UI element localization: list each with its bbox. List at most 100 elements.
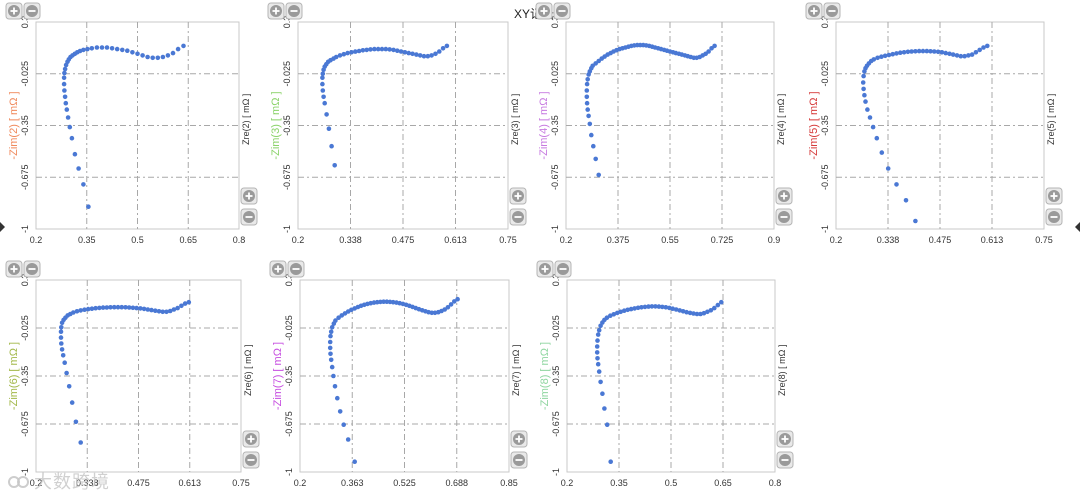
x-tick-label: 0.2: [292, 235, 305, 245]
y-tick-label: -0.35: [820, 115, 830, 136]
data-point: [167, 308, 173, 314]
x-tick-label: 0.75: [232, 478, 250, 488]
x-tick-label: 0.2: [294, 478, 307, 488]
data-point: [932, 49, 937, 54]
zoom-in-icon-chart-4[interactable]: [775, 187, 793, 205]
data-point: [99, 45, 105, 50]
zoom-in-icon-chart-7[interactable]: [269, 260, 287, 278]
zoom-in-icon-chart-5[interactable]: [805, 2, 823, 20]
data-point: [395, 48, 400, 53]
data-point: [677, 308, 682, 313]
data-point: [65, 115, 71, 120]
zoom-in-icon-chart-7[interactable]: [510, 430, 528, 448]
data-point: [684, 309, 689, 315]
zoom-in-icon-chart-6[interactable]: [5, 260, 23, 278]
data-point: [368, 47, 373, 52]
data-point: [885, 166, 891, 171]
y-axis-label: -Zim(6) [ mΩ ]: [8, 342, 20, 410]
data-point: [123, 305, 128, 310]
data-point: [635, 305, 641, 311]
zoom-out-icon-chart-6[interactable]: [23, 260, 41, 278]
data-point: [950, 52, 956, 57]
data-point: [328, 329, 334, 335]
x-tick-label: 0.5: [665, 478, 678, 488]
data-point: [870, 124, 876, 130]
data-point: [452, 299, 457, 304]
zoom-out-icon-chart-7[interactable]: [287, 260, 305, 278]
zoom-in-icon-chart-8[interactable]: [536, 260, 554, 278]
data-point: [585, 107, 590, 112]
left-edge-arrow-icon[interactable]: [0, 222, 5, 232]
zoom-in-icon-chart-2[interactable]: [5, 2, 23, 20]
zoom-out-icon-chart-7[interactable]: [510, 451, 528, 469]
y-tick-label: 0.3: [284, 274, 294, 287]
data-point: [705, 309, 710, 315]
zoom-out-icon-chart-5[interactable]: [823, 2, 841, 20]
data-point: [406, 50, 412, 56]
data-point: [691, 311, 696, 316]
right-edge-arrow-icon[interactable]: [1075, 222, 1080, 232]
data-point: [708, 308, 714, 313]
zoom-in-icon-chart-6[interactable]: [242, 430, 260, 448]
data-point: [130, 50, 135, 55]
data-point: [981, 45, 986, 50]
y-tick-label: -0.025: [284, 315, 294, 341]
x-tick-label: 0.2: [561, 478, 574, 488]
zoom-in-icon-chart-8[interactable]: [776, 430, 794, 448]
x-tick-label: 0.613: [444, 235, 467, 245]
x-tick-label: 0.2: [830, 235, 843, 245]
zoom-out-icon-chart-6[interactable]: [242, 451, 260, 469]
zoom-in-icon-chart-4[interactable]: [535, 2, 553, 20]
zoom-in-icon-chart-2[interactable]: [240, 187, 258, 205]
chart-panel-7: 0.2 0.363 0.525 0.688 0.85 0.3 -0.025 -0.35 -0.6…: [269, 260, 528, 488]
data-point: [329, 143, 334, 149]
y-tick-label: 0.3: [20, 16, 30, 29]
data-point: [595, 332, 601, 337]
data-point: [86, 204, 91, 209]
data-point: [966, 53, 971, 58]
data-point: [962, 53, 967, 59]
y-tick-label: -0.675: [282, 164, 292, 190]
series-points: [584, 42, 717, 178]
zoom-out-icon-chart-8[interactable]: [554, 260, 572, 278]
zoom-in-icon-chart-5[interactable]: [1045, 187, 1063, 205]
data-point: [69, 400, 75, 405]
data-point: [112, 304, 117, 310]
data-point: [58, 335, 64, 340]
zoom-in-icon-chart-3[interactable]: [509, 187, 527, 205]
zoom-out-icon-chart-3[interactable]: [285, 2, 303, 20]
y-tick-label: -0.025: [20, 61, 30, 87]
data-point: [596, 172, 601, 178]
data-point: [337, 53, 343, 58]
data-point: [100, 305, 106, 310]
data-point: [89, 306, 95, 312]
x-tick-label: 0.363: [341, 478, 364, 488]
data-point: [130, 305, 136, 311]
zoom-out-icon-chart-2[interactable]: [23, 2, 41, 20]
watermark: 大数跨境: [8, 468, 110, 494]
zoom-out-icon-chart-4[interactable]: [775, 208, 793, 226]
y-axis-label-name: -Zim(6): [8, 372, 20, 411]
data-point: [448, 302, 454, 307]
data-point: [62, 70, 67, 76]
data-point: [886, 52, 892, 58]
zoom-out-icon-chart-2[interactable]: [240, 208, 258, 226]
y-tick-label: -0.35: [550, 115, 560, 136]
x-tick-label: 0.75: [499, 235, 517, 245]
data-point: [320, 75, 325, 80]
x-axis-label: Zre(6) [ mΩ ]: [243, 345, 253, 396]
data-point: [94, 45, 100, 50]
zoom-out-icon-chart-8[interactable]: [776, 451, 794, 469]
zoom-in-icon-chart-3[interactable]: [267, 2, 285, 20]
x-tick-label: 0.475: [127, 478, 150, 488]
y-tick-label: -0.025: [820, 61, 830, 87]
y-tick-label: -0.025: [551, 315, 561, 341]
data-point: [384, 299, 390, 305]
zoom-out-icon-chart-5[interactable]: [1045, 208, 1063, 226]
data-point: [379, 46, 385, 52]
data-point: [109, 46, 115, 51]
y-tick-label: -1: [20, 225, 30, 233]
data-point: [160, 309, 165, 315]
zoom-out-icon-chart-4[interactable]: [553, 2, 571, 20]
zoom-out-icon-chart-3[interactable]: [509, 208, 527, 226]
